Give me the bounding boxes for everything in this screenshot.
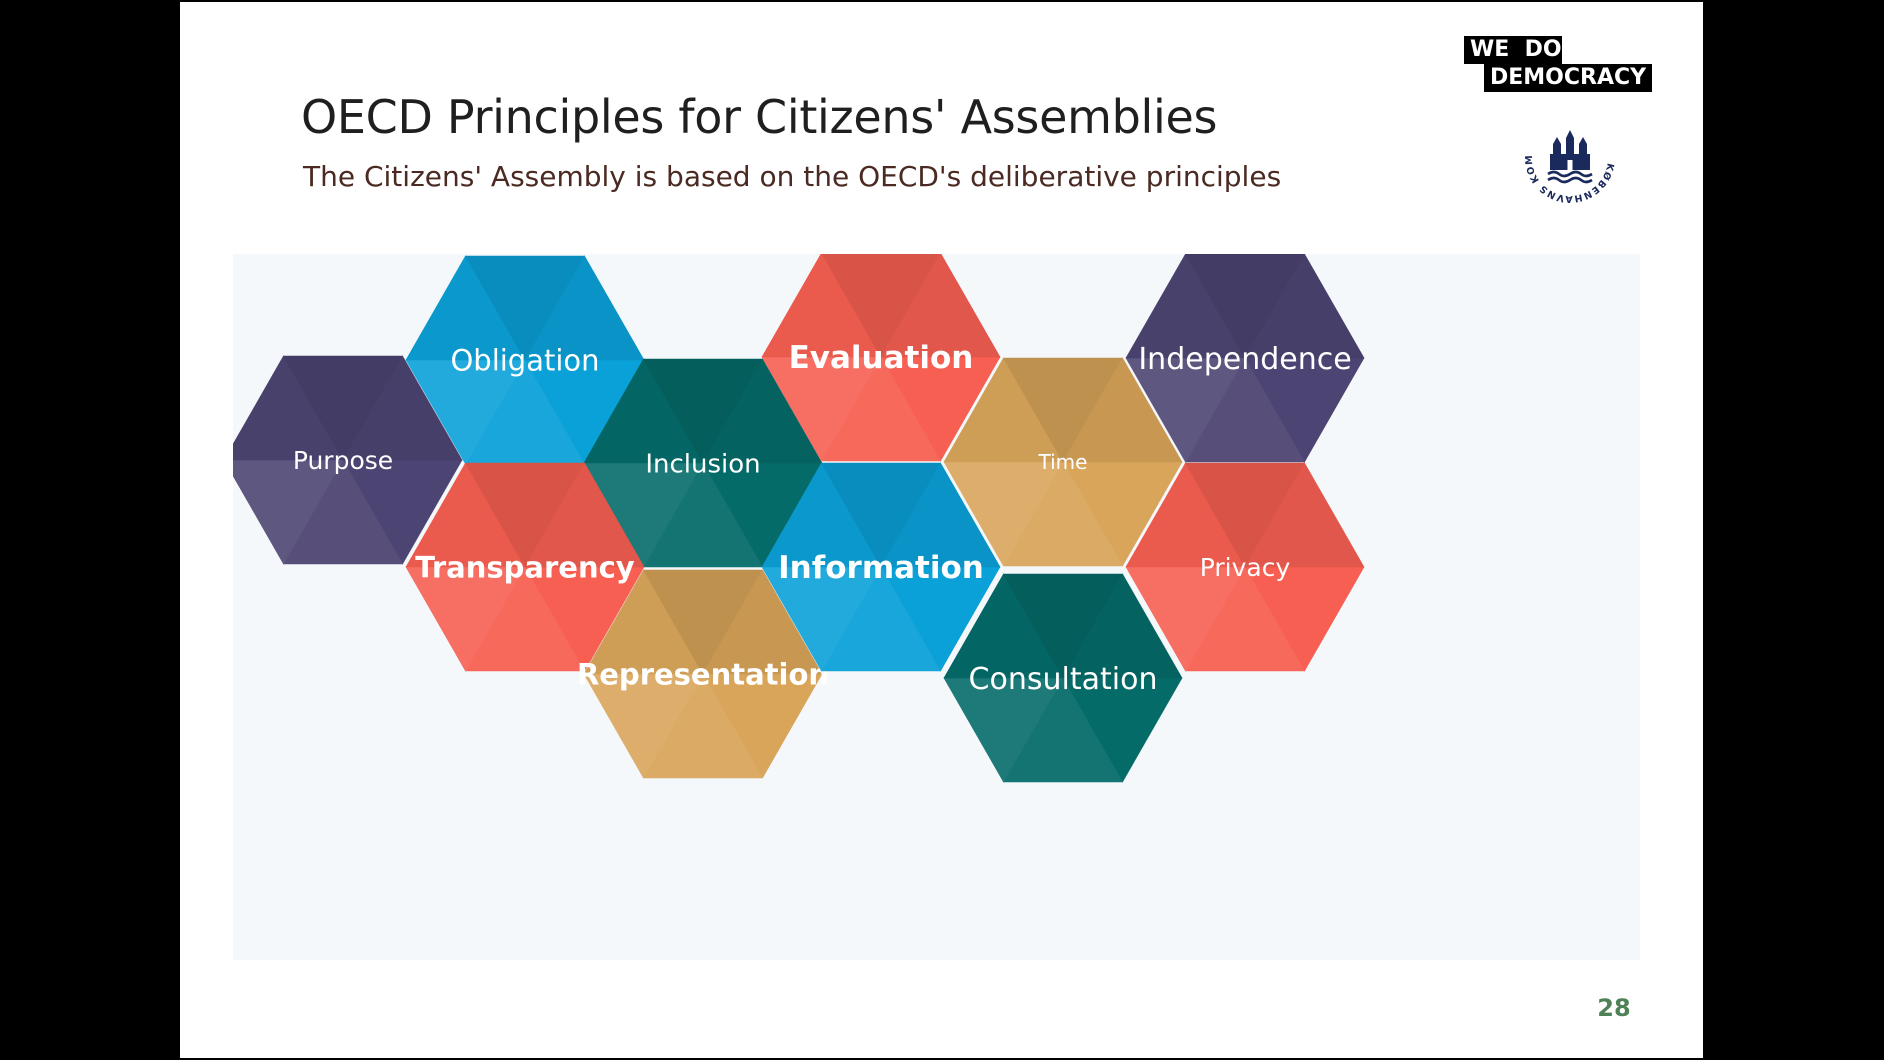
hexagon-obligation: Obligation bbox=[405, 255, 645, 465]
hexagon-facet bbox=[524, 255, 645, 361]
wdd-logo-line-1: WE DO bbox=[1464, 36, 1562, 64]
wdd-logo-line-2: DEMOCRACY bbox=[1484, 64, 1653, 92]
hexagon-transparency: Transparency bbox=[405, 462, 645, 672]
principle-label-representation: Representation bbox=[577, 657, 829, 691]
principle-label-purpose: Purpose bbox=[293, 446, 393, 475]
hexagon-purpose: Purpose bbox=[233, 355, 463, 565]
castle-icon bbox=[1547, 130, 1593, 184]
principle-label-consultation: Consultation bbox=[969, 662, 1158, 697]
hexagon-privacy: Privacy bbox=[1125, 462, 1365, 672]
slide-title: OECD Principles for Citizens' Assemblies bbox=[301, 90, 1218, 144]
principle-label-transparency: Transparency bbox=[415, 550, 635, 584]
hexagon-facet bbox=[1244, 462, 1365, 568]
hexagon-consultation: Consultation bbox=[943, 573, 1183, 783]
principles-hexagon-board: Purpose Obligation Inclusion Transparency Re… bbox=[233, 254, 1640, 960]
principle-label-inclusion: Inclusion bbox=[645, 449, 760, 479]
slide: OECD Principles for Citizens' Assemblies… bbox=[180, 2, 1703, 1058]
principle-label-evaluation: Evaluation bbox=[789, 340, 974, 376]
hexagon-evaluation: Evaluation bbox=[761, 254, 1001, 462]
hexagon-facet bbox=[880, 462, 1001, 568]
hexagon-facet bbox=[1244, 254, 1365, 359]
hexagon-facet bbox=[1062, 357, 1183, 463]
slide-subtitle: The Citizens' Assembly is based on the O… bbox=[303, 160, 1282, 193]
hexagon-facet bbox=[524, 462, 645, 568]
principle-label-privacy: Privacy bbox=[1200, 553, 1291, 582]
principle-label-information: Information bbox=[778, 550, 984, 586]
principle-label-time: Time bbox=[1038, 450, 1088, 474]
hexagon-facet bbox=[702, 358, 823, 464]
hexagon-independence: Independence bbox=[1125, 254, 1365, 463]
principle-label-obligation: Obligation bbox=[450, 343, 599, 377]
hexagon-facet bbox=[702, 569, 823, 675]
hexagon-facet bbox=[1062, 573, 1183, 679]
hexagon-representation: Representation bbox=[577, 569, 829, 779]
hexagon-facet bbox=[880, 254, 1001, 358]
we-do-democracy-logo: WE DO DEMOCRACY bbox=[1464, 36, 1669, 98]
hexagon-inclusion: Inclusion bbox=[583, 358, 823, 568]
principle-label-independence: Independence bbox=[1138, 342, 1351, 377]
page-number: 28 bbox=[1597, 994, 1631, 1022]
hexagon-time: Time bbox=[943, 357, 1183, 567]
hexagon-information: Information bbox=[761, 462, 1001, 672]
hexagon-facet bbox=[342, 355, 463, 461]
kobenhavns-kommune-logo: KØBENHAVNS KOMMUNE bbox=[1520, 108, 1615, 204]
